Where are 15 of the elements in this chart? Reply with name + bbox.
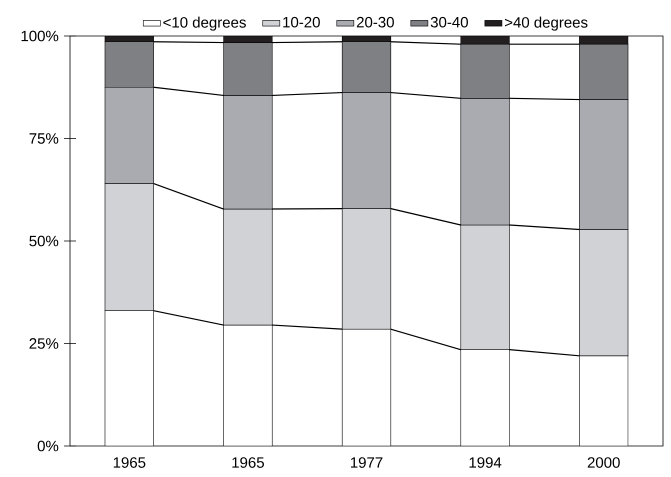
legend-label: 30-40 — [430, 16, 468, 28]
x-tick-label: 1965 — [232, 457, 264, 468]
y-tick-label: 25% — [30, 338, 58, 349]
x-tick-label: 1965 — [114, 457, 146, 468]
legend-label: 20-30 — [356, 16, 394, 28]
x-tick-label: 1994 — [470, 457, 502, 468]
y-tick-label: 75% — [30, 133, 58, 144]
legend-label: >40 degrees — [504, 16, 588, 31]
legend-label: 10-20 — [283, 16, 320, 28]
legend-label: <10 degrees — [163, 16, 246, 31]
x-tick-label: 1977 — [350, 457, 382, 468]
y-tick-label: 100% — [22, 30, 58, 42]
x-tick-label: 2000 — [588, 457, 620, 468]
y-tick-label: 50% — [29, 236, 58, 246]
y-tick-label: 0% — [38, 440, 58, 452]
